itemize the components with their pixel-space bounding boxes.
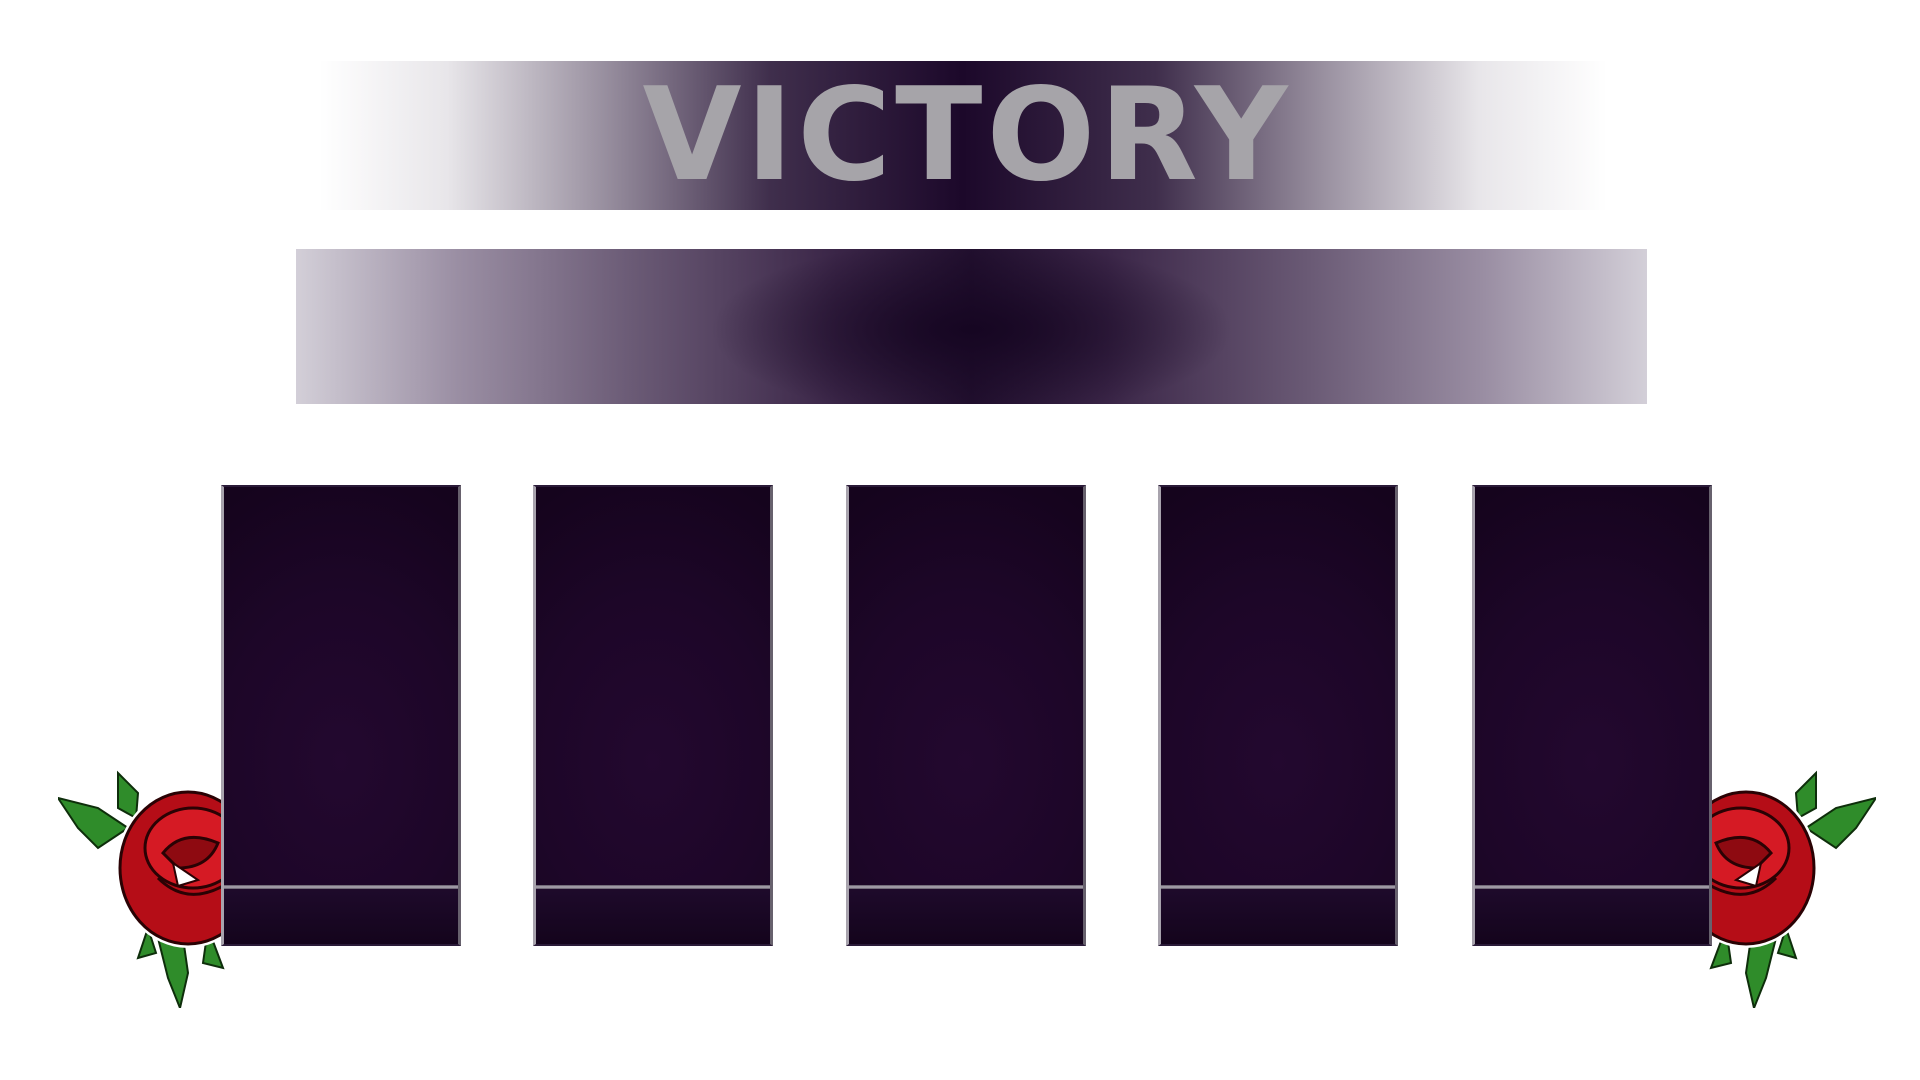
card-divider: [224, 885, 458, 889]
reward-card-3[interactable]: [846, 485, 1086, 946]
card-footer: [849, 889, 1083, 944]
card-footer: [224, 889, 458, 944]
card-divider: [536, 885, 770, 889]
reward-card-5[interactable]: [1472, 485, 1712, 946]
card-divider: [849, 885, 1083, 889]
victory-title: VICTORY: [642, 60, 1292, 210]
card-footer: [1475, 889, 1709, 944]
card-footer: [536, 889, 770, 944]
rose-icon: [58, 770, 248, 1008]
card-divider: [1161, 885, 1395, 889]
reward-card-4[interactable]: [1158, 485, 1398, 946]
card-footer: [1161, 889, 1395, 944]
title-banner: VICTORY: [318, 61, 1608, 210]
reward-card-2[interactable]: [533, 485, 773, 946]
reward-card-1[interactable]: [221, 485, 461, 946]
rose-icon: [1686, 770, 1876, 1008]
subtitle-bar: [296, 249, 1647, 404]
card-divider: [1475, 885, 1709, 889]
